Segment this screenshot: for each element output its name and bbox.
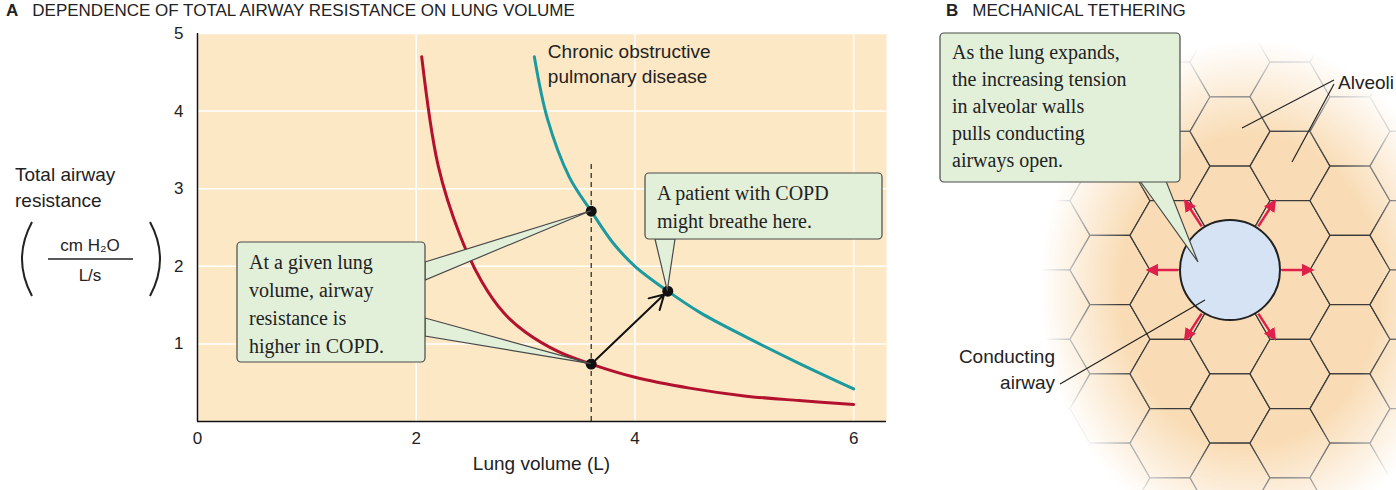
svg-text:3: 3 [174,179,183,198]
svg-text:higher in COPD.: higher in COPD. [249,335,384,358]
svg-text:At a given lung: At a given lung [249,251,373,274]
svg-text:airway: airway [1000,372,1055,393]
svg-text:in alveolar walls: in alveolar walls [952,95,1084,117]
svg-text:As the lung expands,: As the lung expands, [952,41,1120,64]
svg-text:resistance: resistance [15,190,102,211]
svg-text:BMECHANICAL TETHERING: BMECHANICAL TETHERING [946,1,1186,20]
svg-text:2: 2 [174,257,183,276]
svg-text:4: 4 [630,429,639,448]
svg-text:1: 1 [174,334,183,353]
svg-text:6: 6 [849,429,858,448]
svg-text:Alveoli: Alveoli [1338,72,1394,93]
svg-text:5: 5 [174,24,183,43]
svg-text:Lung volume (L): Lung volume (L) [473,453,610,474]
svg-text:the increasing tension: the increasing tension [952,68,1126,91]
svg-text:cm H₂O: cm H₂O [60,236,119,255]
svg-text:2: 2 [411,429,420,448]
svg-text:airways open.: airways open. [952,149,1063,172]
svg-text:4: 4 [174,102,183,121]
svg-text:might breathe here.: might breathe here. [657,210,812,233]
svg-text:0: 0 [193,429,202,448]
svg-text:Chronic obstructive: Chronic obstructive [548,41,711,62]
svg-text:pulls conducting: pulls conducting [952,122,1085,145]
svg-text:resistance is: resistance is [249,307,346,329]
svg-text:L/s: L/s [79,266,102,285]
svg-text:Total airway: Total airway [15,164,116,185]
svg-text:pulmonary disease: pulmonary disease [548,66,707,87]
svg-text:Conducting: Conducting [959,346,1055,367]
svg-text:ADEPENDENCE OF TOTAL AIRWAY RE: ADEPENDENCE OF TOTAL AIRWAY RESISTANCE O… [6,1,575,20]
svg-text:A patient with COPD: A patient with COPD [657,182,829,205]
svg-text:volume, airway: volume, airway [249,279,373,302]
